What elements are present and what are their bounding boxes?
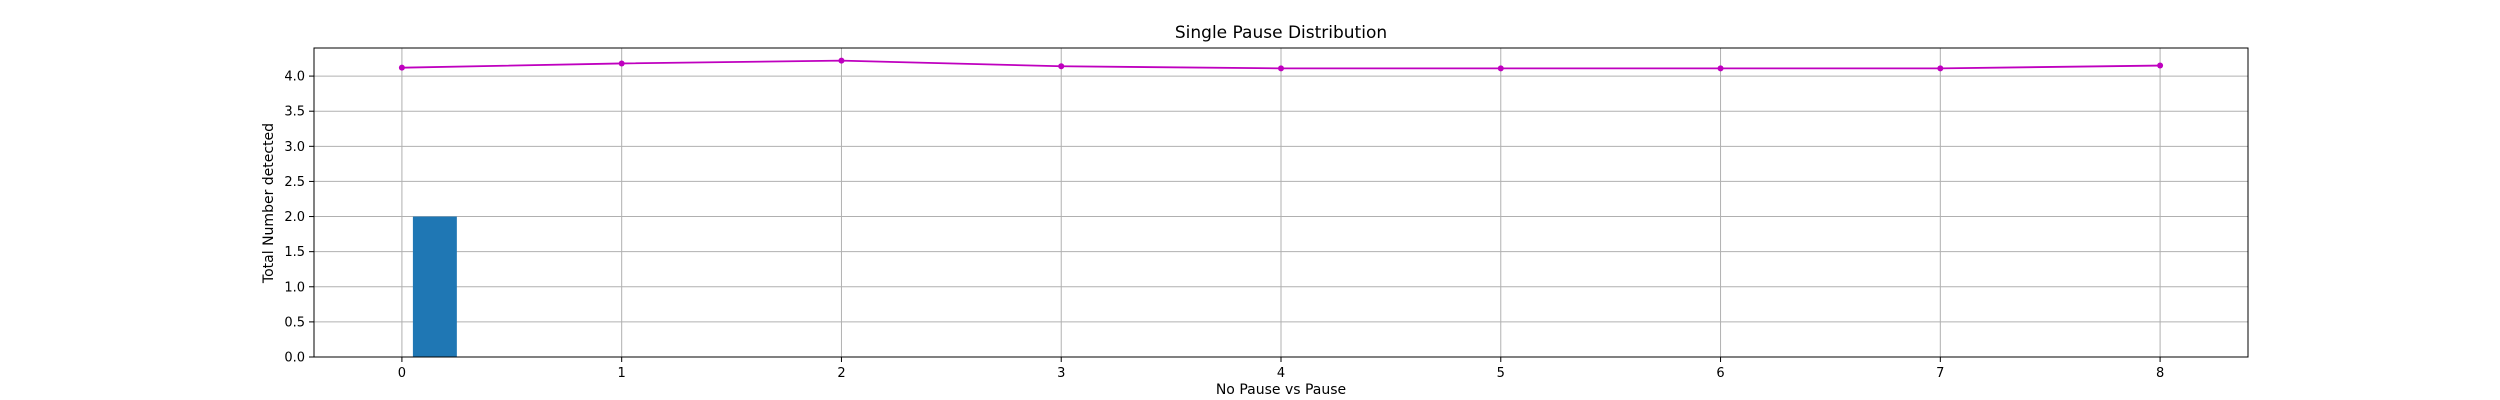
x-tick-label: 3	[1057, 366, 1065, 381]
x-tick-label: 8	[2156, 366, 2164, 381]
x-tick-label: 1	[618, 366, 626, 381]
series-point	[1497, 65, 1504, 72]
y-tick-label: 1.5	[284, 245, 305, 260]
chart-title: Single Pause Distribution	[1175, 23, 1387, 43]
x-tick-label: 5	[1497, 366, 1505, 381]
y-tick-label: 0.0	[284, 351, 305, 366]
series-point	[838, 57, 845, 64]
bar	[412, 216, 457, 357]
y-tick-label: 4.0	[284, 70, 305, 85]
y-tick-label: 1.0	[284, 280, 305, 295]
y-axis-ticks: 0.0 0.5 1.0 1.5 2.0 2.5 3.0 3.5 4.0	[284, 70, 314, 366]
x-tick-label: 6	[1716, 366, 1724, 381]
x-axis-ticks: 0 1 2 3 4 5 6 7 8	[398, 357, 2164, 381]
x-tick-label: 0	[398, 366, 406, 381]
line-layer	[398, 57, 2164, 72]
bar-layer	[412, 216, 457, 357]
grid-layer	[314, 48, 2248, 358]
y-tick-label: 3.5	[284, 105, 305, 120]
y-tick-label: 3.0	[284, 140, 305, 155]
x-axis-label: No Pause vs Pause	[1216, 382, 1346, 398]
series-point	[398, 64, 405, 71]
x-tick-label: 4	[1277, 366, 1285, 381]
series-point	[1937, 65, 1944, 72]
x-tick-label: 2	[837, 366, 845, 381]
y-axis-label: Total Number detected	[261, 123, 277, 284]
y-tick-label: 2.0	[284, 210, 305, 225]
x-tick-label: 7	[1936, 366, 1944, 381]
series-point	[1717, 65, 1724, 72]
y-tick-label: 0.5	[284, 315, 305, 330]
series-point	[1058, 63, 1065, 70]
series-point	[618, 60, 625, 67]
series-point	[2157, 62, 2164, 69]
series-point	[1278, 65, 1284, 72]
y-tick-label: 2.5	[284, 175, 305, 190]
